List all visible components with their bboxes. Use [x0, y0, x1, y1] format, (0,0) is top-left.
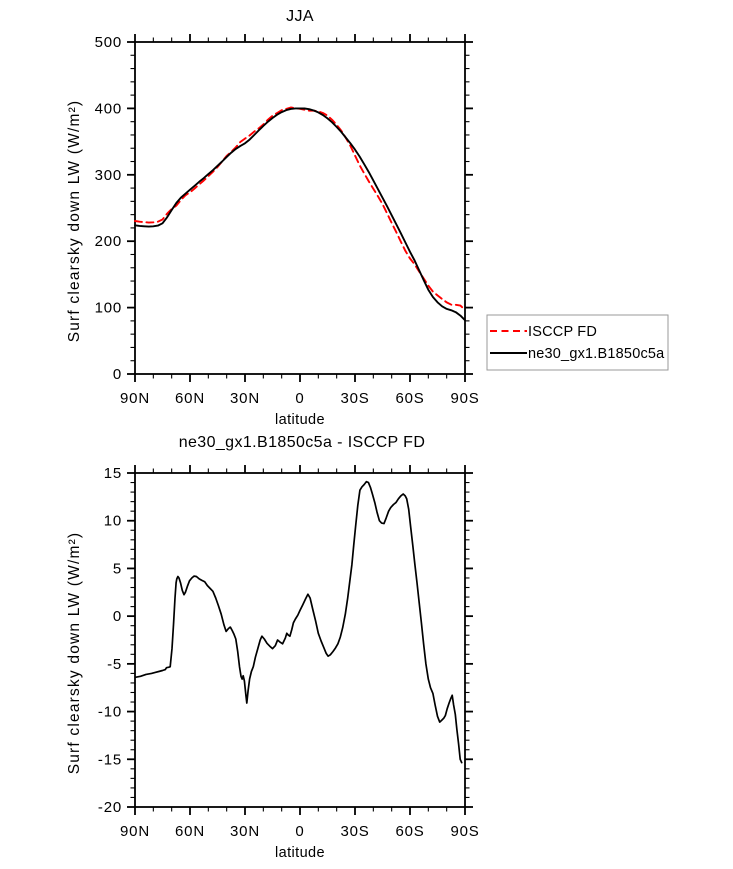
y-tick-label: 100: [95, 300, 122, 317]
y-tick-label: -15: [98, 751, 122, 768]
y-tick-label: 400: [95, 100, 122, 117]
y-tick-label: 5: [113, 560, 122, 577]
x-tick-label: 60N: [175, 390, 205, 407]
model-line: [134, 107, 466, 322]
x-tick-label: 90N: [120, 390, 150, 407]
x-tick-label: 60N: [175, 823, 205, 840]
legend-entry-label: ISCCP FD: [528, 324, 597, 340]
y-axis-label: Surf clearsky down LW (W/m²): [66, 532, 83, 775]
x-tick-label: 30S: [340, 823, 369, 840]
x-tick-label: 60S: [395, 390, 424, 407]
y-tick-label: -20: [98, 799, 122, 816]
plot-box: [134, 472, 466, 808]
bottom-panel: 90N 60N 30N 0 30S 60S 90S -20 -15 -10 -5 0 5 10 15 ne30…: [66, 434, 479, 861]
y-tick-label: 0: [113, 366, 122, 383]
x-tick-label: 30S: [340, 390, 369, 407]
y-tick-label: 10: [104, 513, 122, 530]
x-tick-label: 90S: [450, 823, 479, 840]
x-tick-label: 30N: [230, 390, 260, 407]
y-tick-label: 200: [95, 233, 122, 250]
isccp-fd-line: [134, 106, 466, 311]
legend: ISCCP FD ne30_gx1.B1850c5a: [486, 314, 669, 371]
plot-box: [134, 41, 466, 375]
y-tick-label: -10: [98, 704, 122, 721]
y-tick-label: 0: [113, 608, 122, 625]
y-tick-label: 500: [95, 34, 122, 51]
chart-title: JJA: [286, 8, 314, 25]
y-tick-label: 300: [95, 167, 122, 184]
difference-line: [135, 480, 463, 764]
x-axis-label: latitude: [275, 412, 325, 428]
y-tick-label: 15: [104, 465, 122, 482]
top-panel: 90N 60N 30N 0 30S 60S 90S 0 100 200 300 400 500 JJA la…: [66, 8, 669, 428]
x-axis-label: latitude: [275, 845, 325, 861]
x-tick-label: 60S: [395, 823, 424, 840]
x-tick-label: 90S: [450, 390, 479, 407]
chart-title: ne30_gx1.B1850c5a - ISCCP FD: [179, 434, 426, 451]
x-tick-label: 0: [295, 390, 304, 407]
x-tick-label: 90N: [120, 823, 150, 840]
y-tick-label: -5: [107, 656, 122, 673]
legend-entry-label: ne30_gx1.B1850c5a: [528, 346, 665, 362]
legend-box: [486, 314, 669, 371]
x-tick-label: 30N: [230, 823, 260, 840]
y-axis-label: Surf clearsky down LW (W/m²): [66, 100, 83, 343]
x-tick-label: 0: [295, 823, 304, 840]
